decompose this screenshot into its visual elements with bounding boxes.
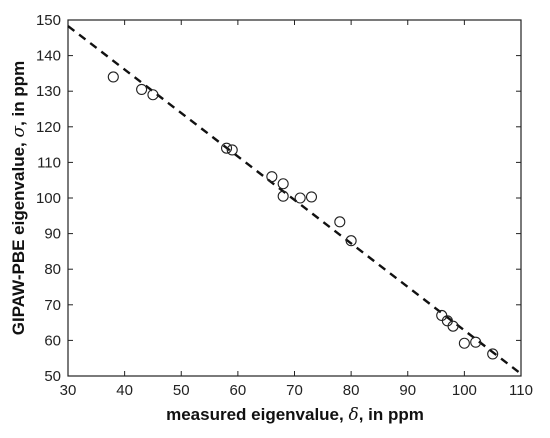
y-tick-label: 80 [44, 261, 61, 278]
data-point [447, 320, 459, 332]
y-tick-label: 140 [36, 48, 61, 65]
x-axis-label: measured eigenvalue, δ, in ppm [166, 405, 424, 425]
data-point [226, 144, 238, 156]
y-tick-label: 150 [36, 12, 61, 29]
plot-frame [67, 19, 522, 377]
data-point [487, 348, 499, 360]
y-tick-label: 120 [36, 119, 61, 136]
data-point [147, 89, 159, 101]
x-tick-label: 50 [173, 382, 190, 399]
y-tick-label: 90 [44, 226, 61, 243]
data-point [294, 192, 306, 204]
data-point [458, 337, 470, 349]
x-tick-label: 100 [452, 382, 477, 399]
y-axis-ticks: 50 60 70 80 90 100 110 120 130 140 150 [36, 12, 521, 385]
y-tick-label: 100 [36, 190, 61, 207]
data-point [277, 178, 289, 190]
y-axis-label: GIPAW-PBE eigenvalue, σ, in ppm [9, 61, 29, 336]
data-point [266, 171, 278, 183]
y-tick-label: 70 [44, 297, 61, 314]
data-point [107, 71, 119, 83]
data-point [221, 142, 233, 154]
x-tick-label: 110 [509, 382, 533, 399]
x-axis-ticks: 30 40 50 60 70 80 90 100 110 [60, 20, 533, 399]
x-tick-label: 80 [343, 382, 360, 399]
x-tick-label: 90 [399, 382, 416, 399]
y-tick-label: 60 [44, 332, 61, 349]
y-tick-label: 110 [37, 154, 61, 171]
x-tick-label: 40 [116, 382, 133, 399]
y-tick-label: 50 [44, 368, 61, 385]
x-tick-label: 60 [230, 382, 247, 399]
data-point [305, 191, 318, 203]
data-point [136, 83, 148, 95]
fit-line [67, 25, 522, 375]
data-point [277, 190, 289, 202]
data-points [107, 71, 499, 360]
data-point [345, 235, 357, 247]
data-point [334, 216, 346, 228]
y-tick-label: 130 [36, 83, 61, 100]
data-point [470, 336, 482, 348]
x-tick-label: 70 [286, 382, 303, 399]
x-tick-label: 30 [60, 382, 77, 399]
